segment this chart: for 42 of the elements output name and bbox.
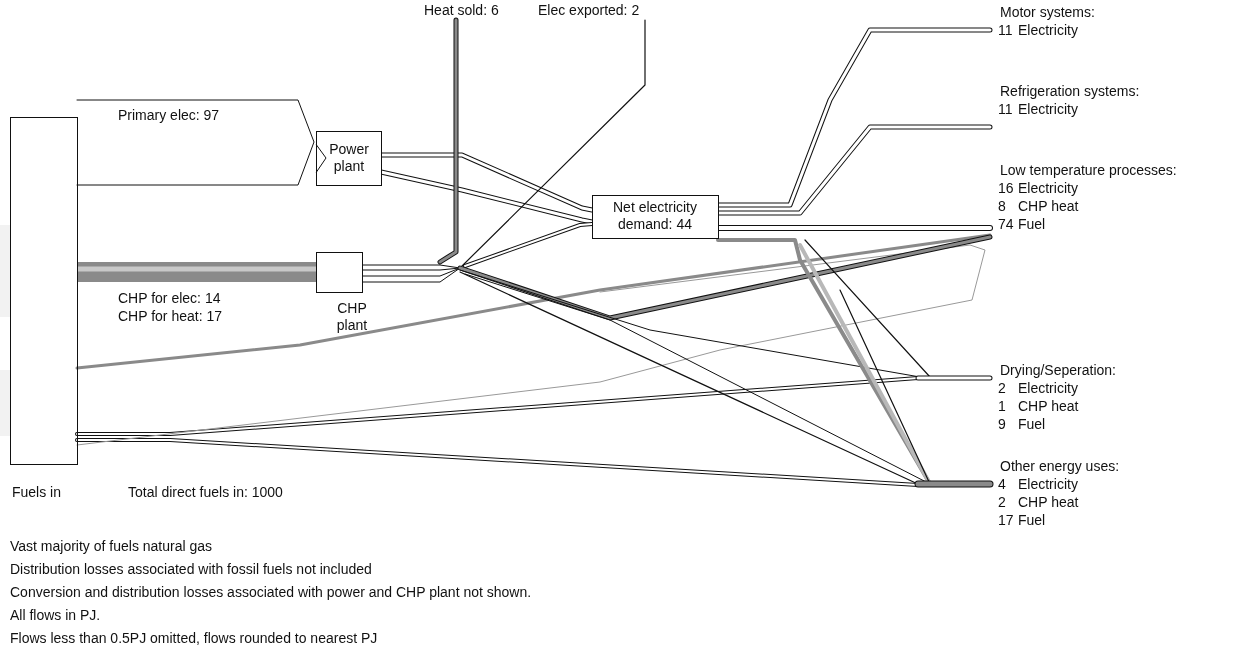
data-label: 4 <box>998 476 1007 493</box>
category-label: CHP heat <box>1018 398 1079 414</box>
data-label: 17 <box>998 512 1015 529</box>
text: Fuels in <box>12 484 62 501</box>
text: Primary elec: 97 <box>118 107 220 124</box>
category-label: Electricity <box>1018 101 1078 117</box>
text: Net electricity demand: 44 <box>612 199 698 233</box>
category-label: Fuel <box>1018 512 1046 528</box>
data-label: 1 <box>998 398 1007 415</box>
category-label: Electricity <box>1018 180 1078 196</box>
text: Distribution losses associated with fossil fuels not included <box>10 561 372 578</box>
data-label: 11 <box>998 22 1014 39</box>
data-label: 9 <box>998 416 1007 433</box>
data-label: 8 <box>998 198 1007 215</box>
text: Elec exported: 2 <box>538 2 640 19</box>
text: CHP for elec: 14 <box>118 290 221 307</box>
text: Low temperature processes: <box>999 162 1178 179</box>
category-label: CHP heat <box>1018 494 1079 510</box>
text: CHP plant <box>335 300 369 334</box>
text: All flows in PJ. <box>10 607 101 624</box>
text: Refrigeration systems: <box>999 83 1141 100</box>
text: Flows less than 0.5PJ omitted, flows rounded to nearest PJ <box>10 630 378 645</box>
data-label: 2 <box>998 494 1007 511</box>
text: Drying/Seperation: <box>999 362 1117 379</box>
text: Other energy uses: <box>999 458 1121 475</box>
text: Motor systems: <box>999 4 1096 21</box>
data-label: 11 <box>998 101 1014 118</box>
category-label: Electricity <box>1018 380 1078 396</box>
category-label: CHP heat <box>1018 198 1079 214</box>
data-label: 2 <box>998 380 1007 397</box>
category-label: Fuel <box>1018 216 1046 232</box>
data-label: 74 <box>998 216 1015 233</box>
text: CHP for heat: 17 <box>118 308 223 325</box>
text: Total direct fuels in: 1000 <box>128 484 283 501</box>
category-label: Electricity <box>1018 476 1078 492</box>
text: Heat sold: 6 <box>424 2 499 19</box>
category-label: Fuel <box>1018 416 1046 432</box>
text: Conversion and distribution losses associated with power and CHP plant not shown. <box>10 584 532 601</box>
text: Vast majority of fuels natural gas <box>10 538 213 555</box>
category-label: Electricity <box>1018 22 1078 38</box>
data-label: 16 <box>998 180 1015 197</box>
text: Power plant <box>328 141 370 175</box>
